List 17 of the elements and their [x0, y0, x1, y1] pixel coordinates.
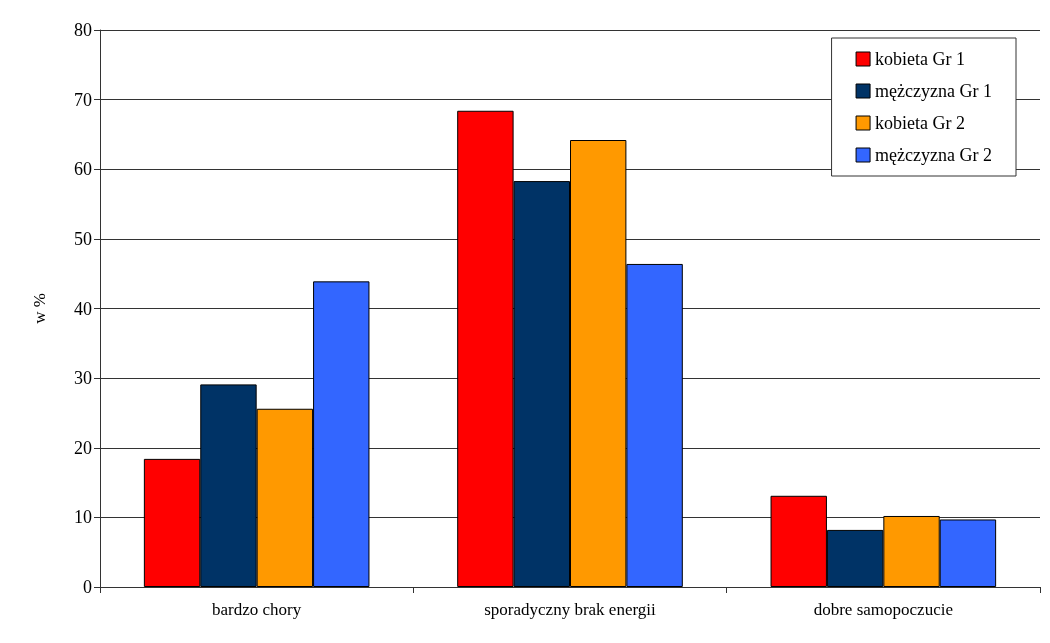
y-tick-label: 60 — [74, 159, 92, 180]
legend-label: kobieta Gr 2 — [875, 113, 966, 133]
y-tick-label: 40 — [74, 298, 92, 319]
y-tick-label: 70 — [74, 89, 92, 110]
y-tick-label: 80 — [74, 20, 92, 40]
legend-label: mężczyzna Gr 2 — [875, 145, 993, 165]
y-tick-label: 0 — [83, 577, 92, 597]
legend-label: mężczyzna Gr 1 — [875, 81, 993, 101]
x-tick-label: dobre samopoczucie — [813, 600, 953, 619]
y-tick-label: 10 — [74, 507, 92, 528]
y-axis-title: w % — [30, 293, 49, 324]
y-tick-label: 20 — [74, 437, 92, 458]
x-tick-label: sporadyczny brak energii — [484, 600, 657, 619]
x-tick-label: bardzo chory — [212, 600, 302, 619]
y-tick-label: 50 — [74, 228, 92, 249]
legend-label: kobieta Gr 1 — [875, 49, 966, 69]
y-tick-label: 30 — [74, 368, 92, 389]
